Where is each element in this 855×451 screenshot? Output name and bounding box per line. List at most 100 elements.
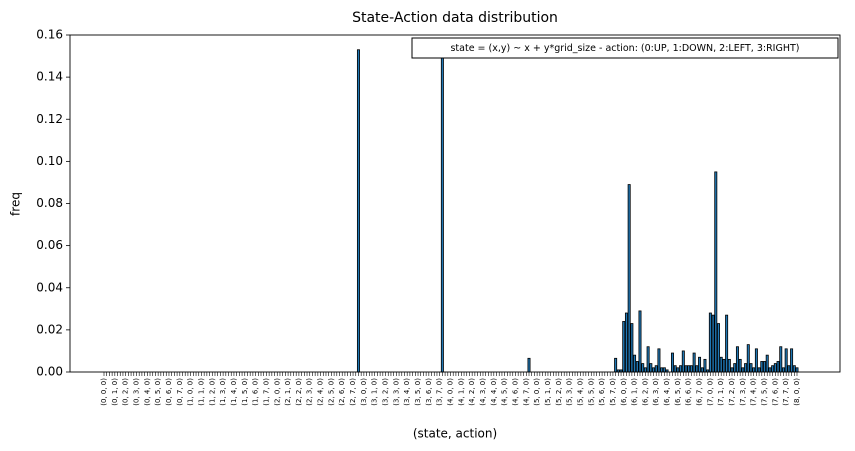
x-tick-label: (3, 1, 0) [371,378,379,406]
bar [784,348,788,373]
x-tick-label: (1, 0, 0) [187,378,195,406]
x-tick-label: (5, 2, 0) [555,378,563,406]
x-tick-label: (2, 7, 0) [349,378,357,406]
plot-area: 0.00 0.02 0.04 0.06 0.08 0.10 0.12 0.14 0.16 (0, … [36,28,801,406]
x-tick-label: (1, 6, 0) [252,378,260,406]
x-tick-label: (2, 3, 0) [306,378,314,406]
x-tick-label: (2, 4, 0) [317,378,325,406]
x-tick-label: (2, 0, 0) [273,378,281,406]
bar [643,367,647,373]
bar [657,348,661,373]
bar [649,363,653,373]
y-tick-label: 0.00 [36,365,63,379]
y-tick-label: 0.02 [36,322,63,336]
x-tick-label: (7, 1, 0) [717,378,725,406]
x-tick-label: (3, 6, 0) [425,378,433,406]
axes-frame [69,34,841,373]
x-tick-label: (4, 0, 0) [447,378,455,406]
bar [763,361,766,373]
bar [714,171,718,373]
bar [662,367,666,373]
bar [684,365,688,373]
x-tick-label: (3, 2, 0) [382,378,390,406]
bar [630,323,634,373]
x-tick-label: (7, 0, 0) [706,378,714,406]
bar [670,352,674,373]
x-tick-label: (6, 7, 0) [696,378,704,406]
bar [790,348,794,373]
y-tick-label: 0.16 [36,28,63,42]
y-axis-label: freq [9,192,23,216]
x-tick-label: (7, 6, 0) [771,378,779,406]
y-tick-label: 0.08 [36,196,63,210]
bar [730,367,734,373]
bar [614,357,618,373]
x-tick-label: (7, 2, 0) [728,378,736,406]
x-tick-label: (3, 5, 0) [414,378,422,406]
bar [679,365,683,373]
bar [776,361,780,373]
bar [692,352,696,373]
x-tick-label: (4, 6, 0) [511,378,519,406]
x-tick-label: (2, 5, 0) [327,378,335,406]
bar [733,363,737,373]
x-tick-label: (1, 3, 0) [219,378,227,406]
annotation-box [411,37,839,59]
bar [725,314,729,373]
x-tick-label: (4, 3, 0) [479,378,487,406]
bar [771,365,775,373]
bar [760,361,764,373]
bar [527,357,531,373]
bar [779,346,783,373]
x-tick-label: (5, 0, 0) [533,378,541,406]
x-tick-label: (0, 0, 0) [100,378,108,406]
bar [440,55,444,373]
bar [735,346,739,373]
bar [624,312,628,373]
x-tick-label: (7, 7, 0) [782,378,790,406]
bar [654,365,658,373]
bar [660,367,664,373]
bar [635,361,639,373]
x-tick-label: (4, 5, 0) [501,378,509,406]
bar [727,358,731,373]
x-tick-label: (5, 6, 0) [598,378,606,406]
annotation: state = (x,y) ~ x + y*grid_size - action… [450,43,799,54]
x-tick-label: (0, 1, 0) [111,378,119,406]
x-tick-label: (7, 4, 0) [750,378,758,406]
bar [744,363,748,373]
x-tick-label: (6, 0, 0) [620,378,628,406]
x-tick-label: (2, 1, 0) [284,378,292,406]
bar [765,354,769,373]
x-tick-label: (8, 0, 0) [793,378,801,406]
x-axis-label: (state, action) [413,427,497,441]
bar [703,358,707,373]
bar [689,365,693,373]
bar [717,323,720,373]
bar [741,367,745,373]
bar [768,367,772,373]
bar [356,49,360,373]
bar [652,367,656,373]
bar [752,367,756,373]
bar [622,321,626,373]
bar [638,310,642,373]
bar [681,350,685,373]
x-tick-label: (4, 4, 0) [490,378,498,406]
bar [773,363,777,373]
x-tick-label: (6, 1, 0) [631,378,639,406]
bar [687,365,691,373]
bar [738,358,742,373]
x-tick-label: (0, 7, 0) [176,378,184,406]
bar [722,358,726,373]
x-tick-label: (1, 4, 0) [230,378,238,406]
bar [627,184,631,373]
x-tick-label: (5, 1, 0) [544,378,552,406]
y-tick-label: 0.10 [36,154,63,168]
x-tick-label: (1, 5, 0) [241,378,249,406]
x-tick-label: (0, 5, 0) [154,378,162,406]
bar [787,365,791,373]
bar [641,363,645,373]
x-tick-label: (5, 3, 0) [566,378,574,406]
